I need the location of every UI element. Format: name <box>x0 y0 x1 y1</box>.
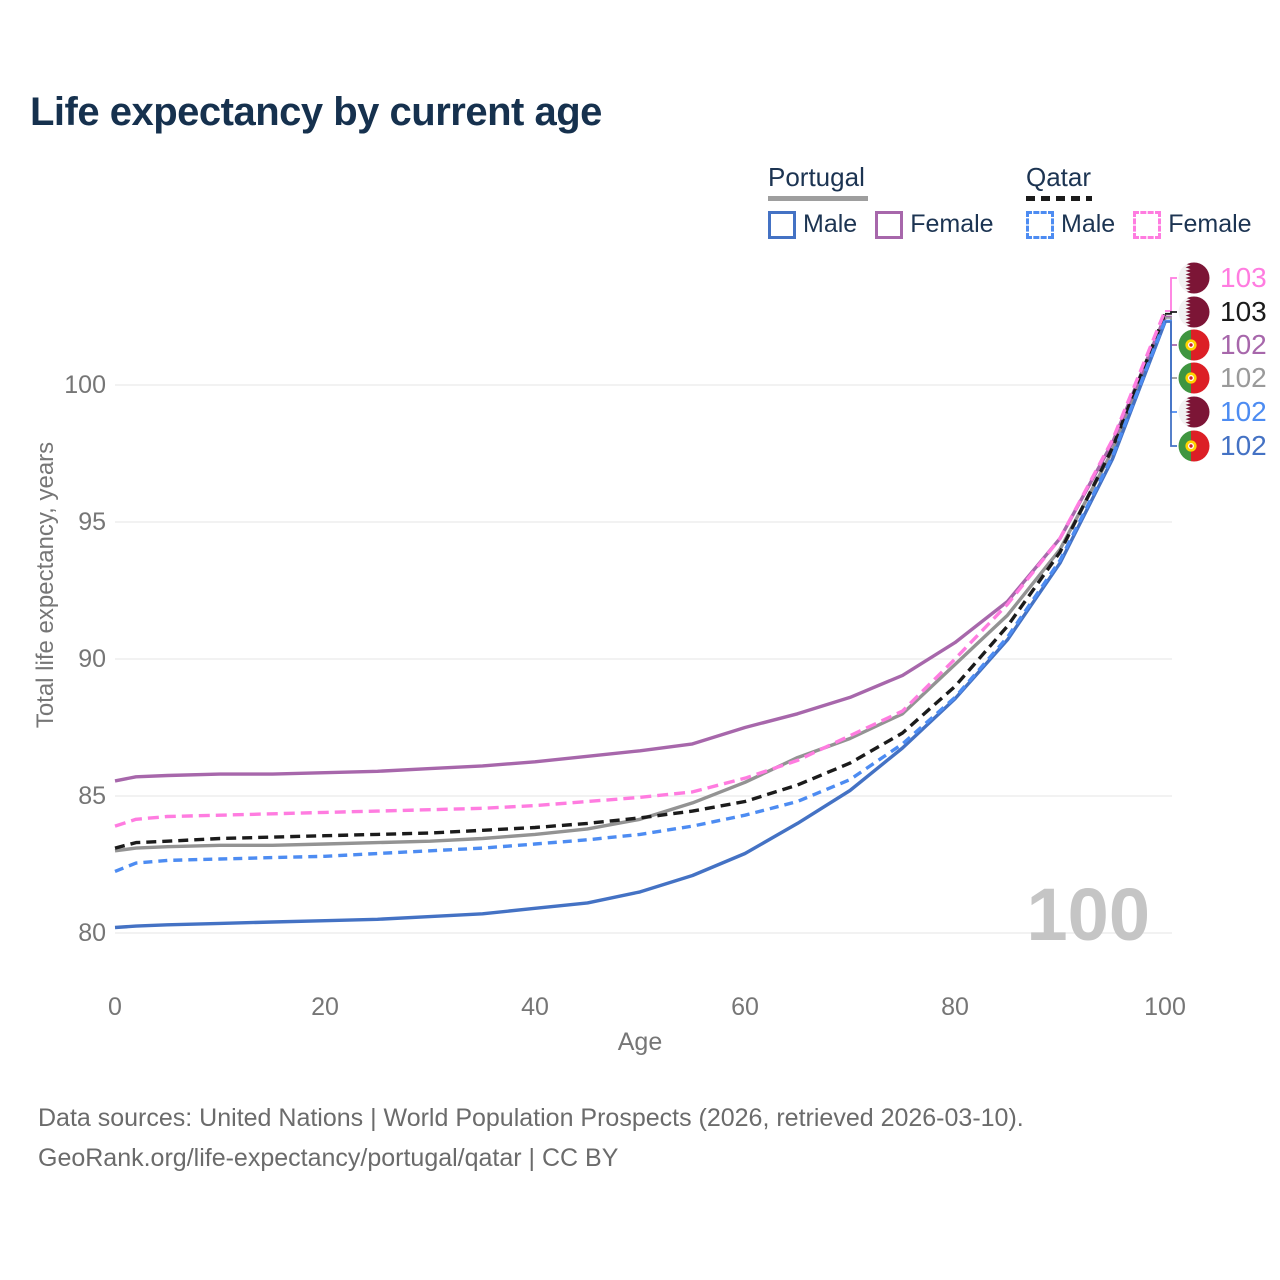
page-title: Life expectancy by current age <box>30 90 602 134</box>
series-line-portugal_female <box>114 315 1167 783</box>
endpoint-value-qatar-both: 103 <box>1220 296 1267 327</box>
x-tick-label-60: 60 <box>731 993 759 1021</box>
legend-label: Male <box>803 210 858 238</box>
y-tick-label-80: 80 <box>78 919 106 947</box>
x-tick-label-100: 100 <box>1144 993 1186 1021</box>
annotation-row-2: 102 <box>1178 329 1267 361</box>
legend-item-qatar-female[interactable]: Female <box>1133 210 1252 239</box>
annotation-row-4: 102 <box>1178 396 1267 428</box>
portugal-male-swatch-icon <box>768 210 796 239</box>
leader-line-qatar_male <box>1165 319 1177 413</box>
series-line-qatar_both <box>114 313 1167 850</box>
annotation-row-1: 103 <box>1178 296 1267 328</box>
legend-underline-portugal-solid <box>768 196 868 201</box>
legend-item-portugal-male[interactable]: Male <box>768 210 857 239</box>
legend-group-portugal: Portugal Male Female <box>768 162 994 239</box>
leader-line-portugal_both <box>1165 317 1177 379</box>
qatar-flag-icon <box>1178 396 1210 428</box>
endpoint-value-portugal-both: 102 <box>1220 362 1267 393</box>
legend-label: Female <box>910 210 994 238</box>
endpoint-value-qatar-female: 103 <box>1220 262 1267 293</box>
legend-label: Male <box>1061 210 1116 238</box>
series-line-portugal_both <box>114 317 1167 853</box>
portugal-female-swatch-icon <box>875 210 904 239</box>
annotation-row-3: 102 <box>1178 362 1267 394</box>
endpoint-value-portugal-male: 102 <box>1220 430 1267 461</box>
series-line-qatar_female <box>114 310 1167 828</box>
y-tick-label-100: 100 <box>64 371 106 399</box>
y-tick-label-85: 85 <box>78 782 106 810</box>
legend-underline-qatar-dashed <box>1026 196 1092 201</box>
portugal-flag-icon <box>1178 362 1210 394</box>
series-line-qatar_male <box>114 319 1167 873</box>
legend-label: Female <box>1168 210 1252 238</box>
endpoint-value-qatar-male: 102 <box>1220 396 1267 427</box>
legend-heading-portugal: Portugal <box>768 162 865 192</box>
portugal-flag-icon <box>1178 430 1210 462</box>
leader-line-portugal_male <box>1165 321 1177 447</box>
x-tick-label-40: 40 <box>521 993 549 1021</box>
x-tick-label-0: 0 <box>108 993 122 1021</box>
y-axis-title: Total life expectancy, years <box>32 441 59 729</box>
footer-attribution: GeoRank.org/life-expectancy/portugal/qat… <box>38 1144 619 1172</box>
x-tick-label-80: 80 <box>941 993 969 1021</box>
legend-heading-qatar: Qatar <box>1026 162 1092 192</box>
qatar-flag-icon <box>1178 262 1210 294</box>
x-tick-label-20: 20 <box>311 993 339 1021</box>
qatar-female-swatch-icon <box>1133 210 1162 239</box>
y-tick-label-90: 90 <box>78 645 106 673</box>
legend-item-qatar-male[interactable]: Male <box>1026 210 1115 239</box>
leader-line-qatar_both <box>1165 311 1177 315</box>
leader-line-portugal_female <box>1165 315 1177 346</box>
y-tick-label-95: 95 <box>78 508 106 536</box>
annotation-row-5: 102 <box>1178 430 1267 462</box>
qatar-male-swatch-icon <box>1026 210 1054 239</box>
annotation-row-0: 103 <box>1178 262 1267 294</box>
portugal-flag-icon <box>1178 329 1210 361</box>
endpoint-value-portugal-female: 102 <box>1220 329 1267 360</box>
leader-line-qatar_female <box>1165 277 1177 312</box>
footer-data-sources: Data sources: United Nations | World Pop… <box>38 1104 1024 1132</box>
footer: Data sources: United Nations | World Pop… <box>38 1098 1024 1178</box>
age-watermark: 100 <box>1026 873 1150 956</box>
legend-item-portugal-female[interactable]: Female <box>875 210 994 239</box>
x-axis-title: Age <box>617 1028 663 1056</box>
series-line-portugal_male <box>114 321 1167 930</box>
legend-group-qatar: Qatar Male Female <box>1026 162 1252 239</box>
qatar-flag-icon <box>1178 296 1210 328</box>
